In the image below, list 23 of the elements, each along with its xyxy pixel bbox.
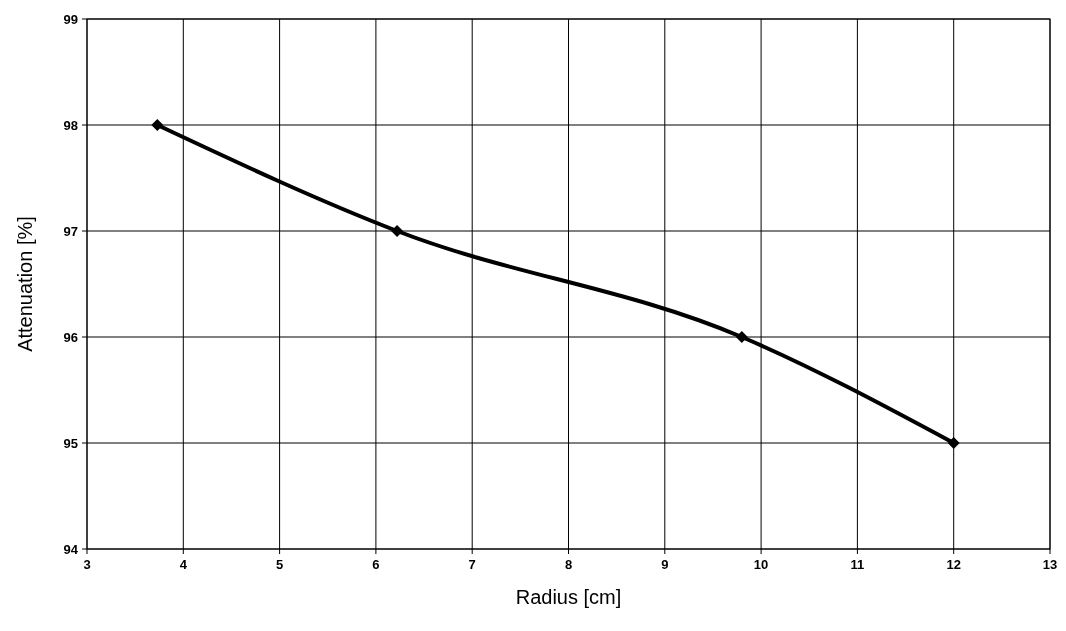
x-tick-label: 9	[661, 557, 669, 572]
x-tick-label: 10	[753, 557, 769, 572]
y-axis-title: Attenuation [%]	[14, 216, 36, 352]
x-tick-label: 12	[946, 557, 961, 572]
x-tick-label: 7	[468, 557, 476, 572]
y-tick-label: 99	[63, 12, 78, 27]
y-tick-label: 94	[63, 542, 79, 557]
y-tick-label: 96	[63, 330, 78, 345]
x-tick-label: 8	[564, 557, 573, 572]
x-tick-label: 6	[372, 557, 380, 572]
point	[391, 225, 404, 237]
point	[735, 331, 748, 343]
y-tick-label: 97	[63, 224, 78, 239]
x-axis-title: Radius [cm]	[515, 586, 622, 608]
x-tick-label: 4	[179, 557, 188, 572]
x-tick-label: 5	[275, 557, 284, 572]
y-tick-label: 95	[63, 436, 78, 451]
point	[151, 119, 164, 131]
x-tick-label: 13	[1042, 557, 1058, 572]
x-tick-label: 3	[83, 557, 91, 572]
point	[947, 437, 960, 449]
y-tick-label: 98	[63, 118, 78, 133]
x-tick-label: 11	[850, 557, 865, 572]
